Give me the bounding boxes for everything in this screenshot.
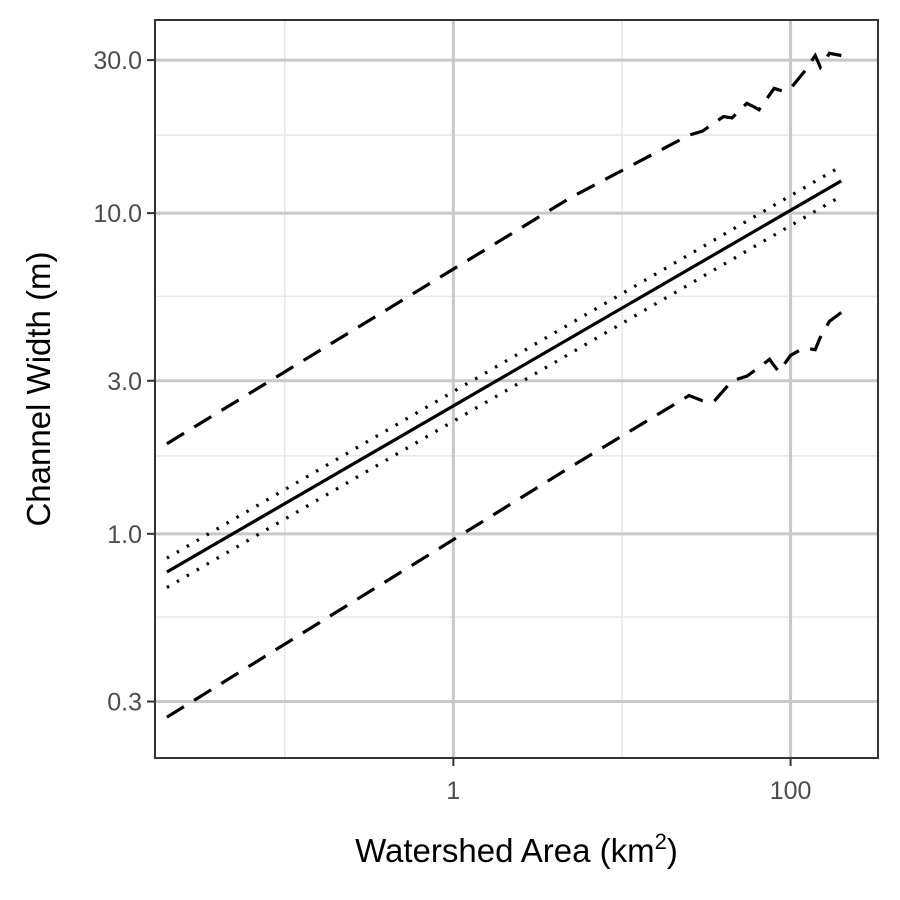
x-tick-label-0: 1 <box>446 777 460 805</box>
series-line-0-solid <box>166 179 843 574</box>
minor-gridlines <box>155 20 878 758</box>
y-tick-label-1: 1.0 <box>107 521 142 549</box>
x-axis-title-superscript: 2 <box>655 829 667 854</box>
x-axis-title-suffix: ) <box>667 832 678 869</box>
y-tick-label-4: 30.0 <box>93 47 142 75</box>
x-axis-title: Watershed Area (km2) <box>355 829 678 869</box>
plot-border <box>154 19 879 759</box>
major-gridlines <box>155 20 878 758</box>
series-line-3-dashed <box>166 51 842 446</box>
y-axis-title: Channel Width (m) <box>20 251 57 526</box>
y-tick-label-2: 3.0 <box>107 368 142 396</box>
x-tick-label-1: 100 <box>770 777 812 805</box>
series-line-4-dashed <box>166 311 843 719</box>
y-tick-label-3: 10.0 <box>93 200 142 228</box>
axis-ticks: 1 100 0.3 1.0 3.0 10.0 30.0 <box>93 47 811 805</box>
plot-panel <box>155 20 878 758</box>
series-group <box>166 51 843 719</box>
x-axis-title-main: Watershed Area (km <box>355 832 655 869</box>
y-tick-label-0: 0.3 <box>107 689 142 717</box>
